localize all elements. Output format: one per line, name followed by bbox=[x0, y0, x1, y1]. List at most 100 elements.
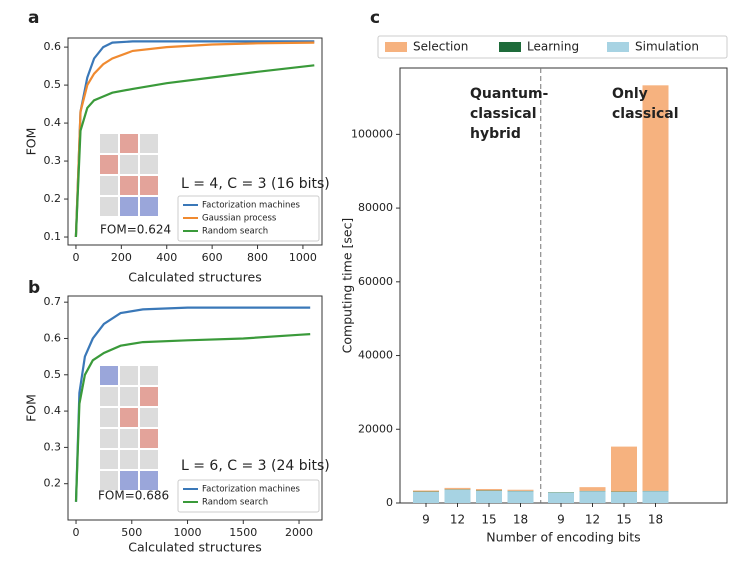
x-tick-label: 9 bbox=[557, 513, 565, 527]
inset-cell bbox=[120, 176, 138, 195]
legend-box bbox=[377, 35, 728, 59]
y-tick-label: 0.2 bbox=[44, 192, 62, 205]
inset-cell bbox=[100, 197, 118, 216]
inset-cell bbox=[140, 176, 158, 195]
y-tick-label: 0.5 bbox=[44, 368, 62, 381]
x-tick-label: 15 bbox=[616, 513, 631, 527]
bar-segment bbox=[611, 446, 637, 492]
inset-cell bbox=[100, 176, 118, 195]
bar-segment bbox=[507, 491, 534, 503]
x-tick-label: 200 bbox=[111, 251, 132, 264]
x-tick-label: 800 bbox=[247, 251, 268, 264]
bar-segment bbox=[548, 492, 574, 503]
inset-cell bbox=[100, 429, 118, 448]
bar-segment bbox=[642, 85, 669, 491]
y-tick-label: 0.1 bbox=[44, 230, 62, 243]
y-tick-label: 80000 bbox=[358, 201, 393, 214]
legend-label: Random search bbox=[202, 498, 268, 508]
legend-label: Random search bbox=[202, 227, 268, 237]
y-tick-label: 0.5 bbox=[44, 78, 62, 91]
annotation: L = 4, C = 3 (16 bits) bbox=[181, 176, 330, 192]
x-tick-label: 1500 bbox=[229, 526, 257, 539]
y-tick-label: 0.2 bbox=[44, 477, 62, 490]
annotation: Quantum- bbox=[470, 86, 549, 102]
bar-segment bbox=[642, 491, 669, 503]
x-tick-label: 12 bbox=[585, 513, 600, 527]
inset-cell bbox=[140, 134, 158, 153]
inset-cell bbox=[120, 197, 138, 216]
inset-cell bbox=[100, 155, 118, 174]
series-line bbox=[74, 333, 311, 502]
y-tick-label: 0.6 bbox=[44, 40, 62, 53]
bar-segment bbox=[444, 489, 471, 503]
inset-cell bbox=[140, 387, 158, 406]
x-tick-label: 18 bbox=[648, 513, 663, 527]
y-tick-label: 0.7 bbox=[44, 295, 62, 308]
x-axis-label: Number of encoding bits bbox=[486, 530, 640, 545]
inset-cell bbox=[100, 366, 118, 385]
inset-cell bbox=[120, 155, 138, 174]
inset-cell bbox=[100, 387, 118, 406]
x-tick-label: 18 bbox=[513, 513, 528, 527]
inset-cell bbox=[140, 429, 158, 448]
inset-cell bbox=[120, 471, 138, 490]
x-tick-label: 1000 bbox=[289, 251, 317, 264]
y-axis-label: FOM bbox=[24, 394, 39, 422]
inset-cell bbox=[100, 134, 118, 153]
inset-cell bbox=[100, 450, 118, 469]
x-tick-label: 9 bbox=[422, 513, 430, 527]
plot-area bbox=[67, 37, 323, 246]
x-tick-label: 0 bbox=[73, 526, 80, 539]
inset-cell bbox=[120, 387, 138, 406]
y-tick-label: 0.6 bbox=[44, 331, 62, 344]
inset-cell bbox=[140, 155, 158, 174]
inset-cell bbox=[140, 197, 158, 216]
annotation: hybrid bbox=[470, 126, 521, 142]
x-axis-label: Calculated structures bbox=[128, 540, 262, 555]
series-line bbox=[74, 64, 315, 238]
inset-cell bbox=[120, 450, 138, 469]
x-tick-label: 0 bbox=[72, 251, 79, 264]
inset-cell bbox=[140, 471, 158, 490]
inset-label: FOM=0.624 bbox=[100, 223, 171, 237]
panel-label: b bbox=[28, 278, 40, 298]
y-tick-label: 0.3 bbox=[44, 440, 62, 453]
x-tick-label: 400 bbox=[156, 251, 177, 264]
inset-cell bbox=[120, 429, 138, 448]
panel-label: c bbox=[370, 8, 380, 28]
y-tick-label: 60000 bbox=[358, 275, 393, 288]
panel-label: a bbox=[28, 8, 39, 28]
x-axis-label: Calculated structures bbox=[128, 270, 262, 285]
x-tick-label: 500 bbox=[121, 526, 142, 539]
y-tick-label: 0.4 bbox=[44, 116, 62, 129]
inset-cell bbox=[120, 408, 138, 427]
y-tick-label: 20000 bbox=[358, 422, 393, 435]
x-tick-label: 15 bbox=[481, 513, 496, 527]
legend-swatch bbox=[385, 42, 407, 52]
x-tick-label: 600 bbox=[202, 251, 223, 264]
legend-label: Selection bbox=[413, 40, 468, 54]
bar-segment bbox=[611, 491, 637, 503]
x-tick-label: 12 bbox=[450, 513, 465, 527]
inset-cell bbox=[140, 408, 158, 427]
inset-cell bbox=[100, 408, 118, 427]
annotation: classical bbox=[470, 106, 537, 122]
inset-cell bbox=[120, 134, 138, 153]
series-line bbox=[74, 41, 315, 238]
y-tick-label: 40000 bbox=[358, 349, 393, 362]
series-line bbox=[74, 40, 315, 238]
y-axis-label: FOM bbox=[24, 128, 39, 156]
bar-segment bbox=[413, 491, 439, 503]
annotation: Only bbox=[612, 86, 648, 102]
bar-segment bbox=[413, 490, 439, 492]
y-tick-label: 100000 bbox=[351, 127, 393, 140]
bar-segment bbox=[579, 491, 606, 503]
inset-cell bbox=[100, 471, 118, 490]
inset-cell bbox=[140, 450, 158, 469]
legend-label: Gaussian process bbox=[202, 214, 277, 224]
plot-area bbox=[399, 67, 728, 504]
inset-cell bbox=[140, 366, 158, 385]
legend-label: Factorization machines bbox=[202, 201, 301, 211]
